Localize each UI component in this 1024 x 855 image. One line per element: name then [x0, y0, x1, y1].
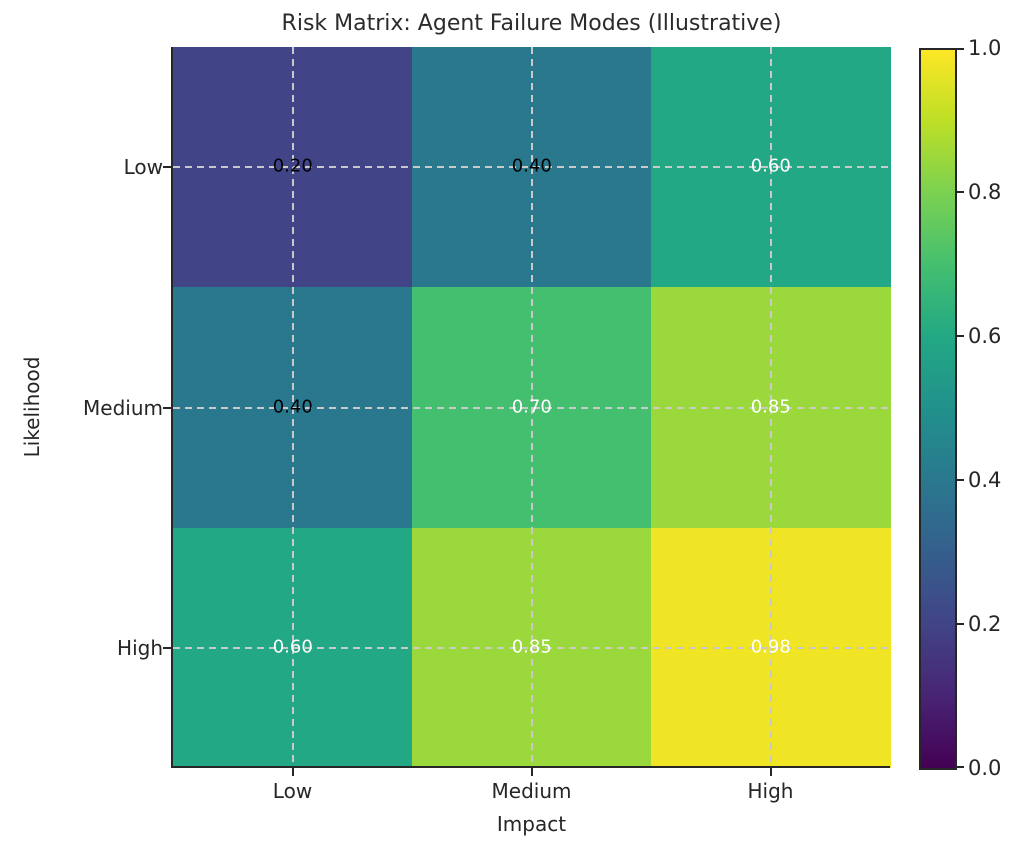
- colorbar-tick-mark: [957, 766, 964, 768]
- colorbar-tick-mark: [957, 335, 964, 337]
- x-tick-mark: [291, 768, 294, 776]
- gridline-vertical: [769, 47, 772, 768]
- cell-value-label: 0.60: [272, 636, 313, 658]
- colorbar-tick-mark: [957, 623, 964, 625]
- x-tick-label: Medium: [491, 779, 572, 803]
- cell-value-label: 0.98: [750, 636, 791, 658]
- chart-title: Risk Matrix: Agent Failure Modes (Illust…: [281, 11, 782, 36]
- cell-value-label: 0.40: [511, 156, 552, 178]
- colorbar: [919, 48, 957, 770]
- x-tick-label: Low: [272, 779, 313, 803]
- colorbar-tick-label: 1.0: [968, 36, 1002, 60]
- colorbar-tick-label: 0.2: [968, 612, 1002, 636]
- gridline-horizontal: [173, 646, 890, 649]
- colorbar-tick-label: 0.8: [968, 180, 1002, 204]
- y-tick-label: High: [117, 635, 163, 660]
- colorbar-tick-mark: [957, 48, 964, 50]
- cell-value-label: 0.85: [750, 396, 791, 418]
- y-tick-mark: [163, 646, 171, 649]
- colorbar-tick-label: 0.4: [968, 468, 1002, 492]
- cell-value-label: 0.60: [750, 156, 791, 178]
- cell-value-label: 0.40: [272, 396, 313, 418]
- heatmap-grid: 0.20 0.40 0.60 0.40 0.70 0.85 0.60 0.85 0.98: [173, 47, 891, 769]
- colorbar-tick-label: 0.0: [968, 756, 1002, 780]
- x-tick-label: High: [747, 779, 794, 803]
- colorbar-tick-label: 0.6: [968, 324, 1002, 348]
- x-axis-spine: [173, 766, 890, 768]
- cell-value-label: 0.20: [272, 156, 313, 178]
- colorbar-tick-mark: [957, 479, 964, 481]
- y-tick-label: Low: [123, 155, 163, 180]
- y-tick-mark: [163, 166, 171, 169]
- y-axis-label: Likelihood: [20, 356, 44, 458]
- cell-value-label: 0.70: [511, 396, 552, 418]
- x-tick-mark: [769, 768, 772, 776]
- y-tick-label: Medium: [83, 395, 163, 420]
- x-tick-mark: [530, 768, 533, 776]
- gridline-vertical: [530, 47, 533, 768]
- cell-value-label: 0.85: [511, 636, 552, 658]
- y-tick-mark: [163, 406, 171, 409]
- x-axis-label: Impact: [496, 812, 567, 836]
- colorbar-tick-mark: [957, 191, 964, 193]
- y-axis-spine: [171, 47, 173, 768]
